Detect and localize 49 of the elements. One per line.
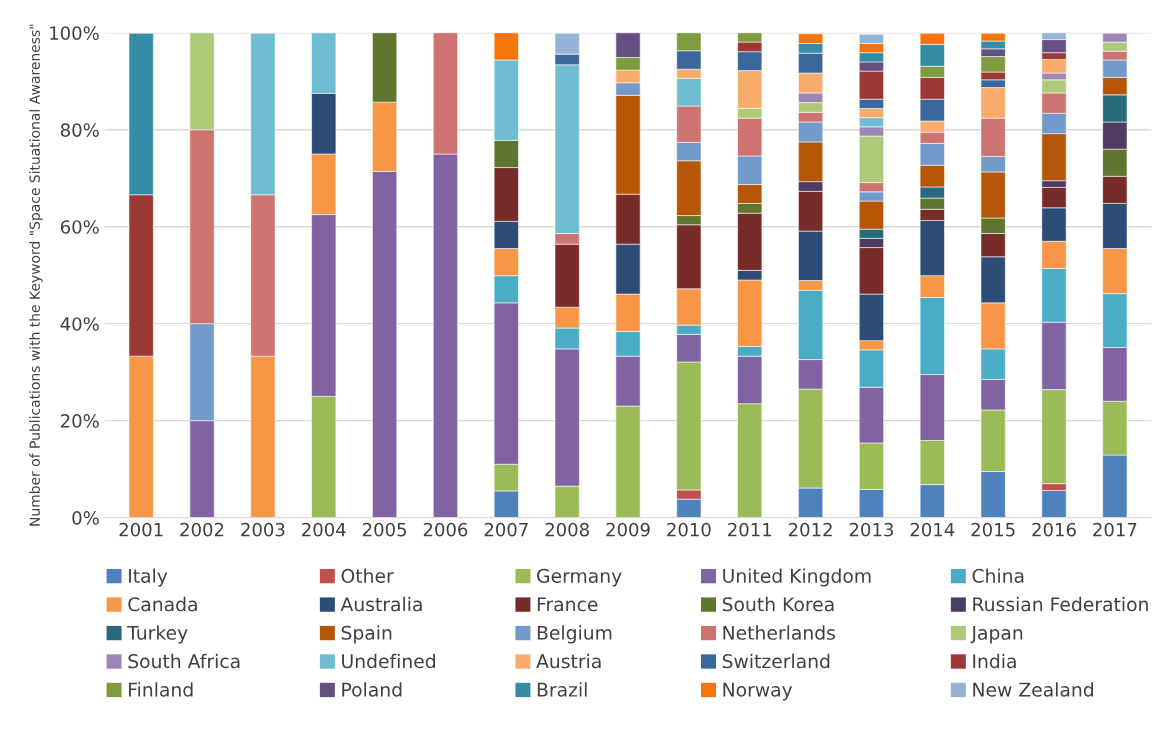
y-tick-label: 20% <box>61 414 99 428</box>
x-tick-label: 2007 <box>484 522 528 537</box>
legend-label: Netherlands <box>723 625 835 640</box>
legend-label: Spain <box>341 625 392 644</box>
legend-label: Other <box>341 568 394 583</box>
legend-label: Switzerland <box>722 653 830 669</box>
legend-label: Undefined <box>342 653 435 669</box>
y-tick-label: 40% <box>60 317 99 331</box>
y-tick-label: 60% <box>60 220 99 234</box>
legend-label: Italy <box>129 568 168 587</box>
x-tick-label: 2008 <box>545 522 589 537</box>
x-tick-label: 2002 <box>180 522 224 537</box>
legend-label: France <box>537 597 598 612</box>
y-axis-title: Number of Publications with the Keyword "Space Situational Awareness" <box>29 24 43 526</box>
legend-label: India <box>973 653 1016 669</box>
legend-label: South Korea <box>722 596 834 612</box>
y-tick-label: 100% <box>50 26 99 40</box>
legend-label: New Zealand <box>973 682 1093 697</box>
legend-label: Poland <box>342 682 402 697</box>
x-tick-label: 2012 <box>788 522 832 537</box>
legend-label: Norway <box>723 682 793 701</box>
x-tick-label: 2016 <box>1032 522 1076 537</box>
x-tick-label: 2009 <box>606 522 650 537</box>
x-tick-label: 2003 <box>241 522 285 537</box>
x-tick-label: 2014 <box>910 522 955 537</box>
legend-label: Canada <box>128 596 197 612</box>
legend-label: Finland <box>129 682 193 697</box>
x-tick-label: 2017 <box>1093 522 1137 537</box>
legend-label: United Kingdom <box>723 568 871 587</box>
x-tick-label: 2004 <box>302 522 346 537</box>
x-tick-label: 2006 <box>423 522 468 537</box>
legend-label: South Africa <box>128 653 240 669</box>
legend-label: Brazil <box>537 682 587 697</box>
x-tick-label: 2015 <box>971 522 1015 537</box>
legend-label: Germany <box>537 568 622 587</box>
legend-label: Australia <box>340 596 422 612</box>
legend-label: Austria <box>536 653 601 669</box>
x-tick-label: 2013 <box>849 522 893 537</box>
x-tick-label: 2005 <box>362 522 406 537</box>
x-tick-label: 2001 <box>119 522 163 537</box>
legend-label: Belgium <box>537 625 612 644</box>
y-tick-label: 80% <box>60 123 99 137</box>
legend-label: China <box>972 568 1024 583</box>
legend-label: Russian Federation <box>973 596 1148 612</box>
y-tick-label: 0% <box>72 511 99 525</box>
legend-label: Japan <box>970 625 1023 644</box>
x-tick-label: 2010 <box>667 522 711 537</box>
x-tick-label: 2011 <box>728 522 772 537</box>
legend-label: Turkey <box>127 625 188 644</box>
